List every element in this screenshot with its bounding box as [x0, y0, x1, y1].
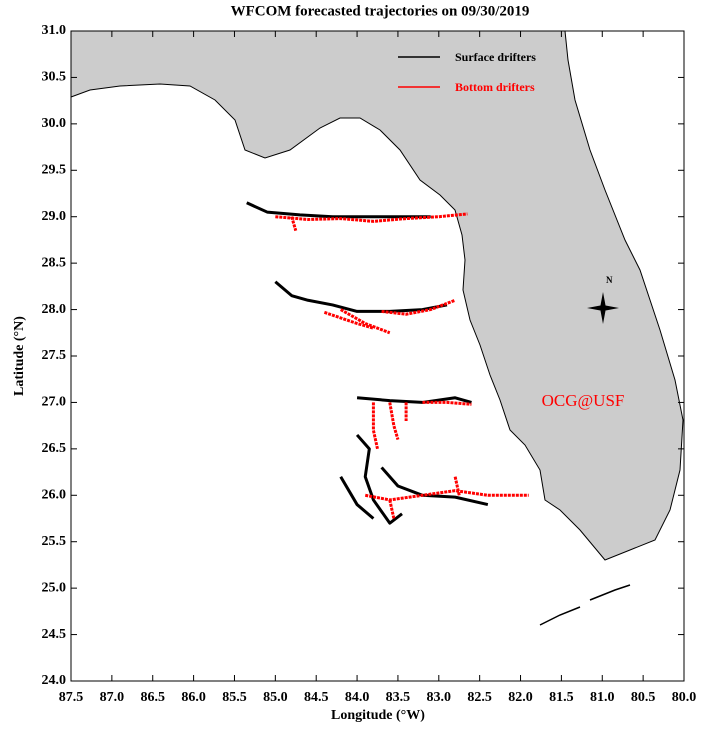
y-tick-label: 30.5 — [42, 70, 67, 85]
keys — [539, 584, 631, 626]
trajectory — [364, 489, 529, 502]
x-tick-label: 84.0 — [345, 690, 370, 705]
y-tick-label: 24.5 — [42, 627, 67, 642]
x-tick-label: 87.0 — [100, 690, 125, 705]
chart-title: WFCOM forecasted trajectories on 09/30/2… — [231, 3, 530, 19]
x-tick-label: 83.0 — [427, 690, 452, 705]
x-tick-label: 84.5 — [304, 690, 329, 705]
y-tick-label: 29.0 — [42, 209, 67, 224]
y-tick-label: 28.5 — [42, 255, 67, 270]
trajectory — [356, 396, 472, 404]
y-tick-label: 29.5 — [42, 163, 67, 178]
x-tick-label: 85.5 — [222, 690, 247, 705]
x-tick-label: 82.5 — [467, 690, 492, 705]
trajectory — [355, 433, 403, 525]
y-tick-label: 30.0 — [42, 116, 67, 131]
compass-rose — [587, 292, 619, 324]
y-tick-label: 26.5 — [42, 441, 67, 456]
annotation: OCG@USF — [542, 391, 625, 410]
x-tick-label: 85.0 — [263, 690, 288, 705]
x-axis-label: Longitude (°W) — [331, 708, 425, 723]
x-tick-label: 87.5 — [59, 690, 84, 705]
y-tick-label: 25.5 — [42, 534, 67, 549]
trajectory — [246, 201, 431, 219]
trajectory — [371, 402, 379, 450]
y-tick-label: 24.0 — [42, 673, 67, 688]
y-tick-label: 26.0 — [42, 488, 67, 503]
trajectory — [274, 280, 448, 313]
x-tick-label: 80.0 — [672, 690, 697, 705]
trajectory — [339, 475, 375, 520]
x-tick-label: 80.5 — [631, 690, 656, 705]
trajectory — [388, 402, 400, 440]
x-tick-label: 81.0 — [590, 690, 615, 705]
trajectory — [290, 216, 298, 232]
legend-label: Bottom drifters — [455, 80, 535, 94]
y-tick-label: 27.5 — [42, 348, 67, 363]
x-tick-label: 82.0 — [508, 690, 533, 705]
y-tick-label: 31.0 — [42, 23, 67, 38]
trajectory — [422, 400, 472, 406]
trajectory — [453, 476, 461, 496]
legend-label: Surface drifters — [455, 50, 536, 64]
x-tick-label: 86.5 — [140, 690, 165, 705]
x-tick-label: 86.0 — [181, 690, 206, 705]
land — [70, 30, 684, 561]
y-axis-label: Latitude (°N) — [12, 316, 27, 396]
trajectory — [388, 499, 396, 519]
y-tick-label: 25.0 — [42, 580, 67, 595]
trajectory — [323, 310, 374, 330]
x-tick-label: 81.5 — [549, 690, 574, 705]
y-tick-label: 28.0 — [42, 302, 67, 317]
trajectory — [339, 308, 391, 335]
x-tick-label: 83.5 — [386, 690, 411, 705]
trajectory — [275, 212, 468, 223]
compass-label: N — [606, 275, 613, 285]
compass: N — [587, 275, 619, 324]
trajectory — [381, 298, 456, 316]
y-tick-label: 27.0 — [42, 395, 67, 410]
